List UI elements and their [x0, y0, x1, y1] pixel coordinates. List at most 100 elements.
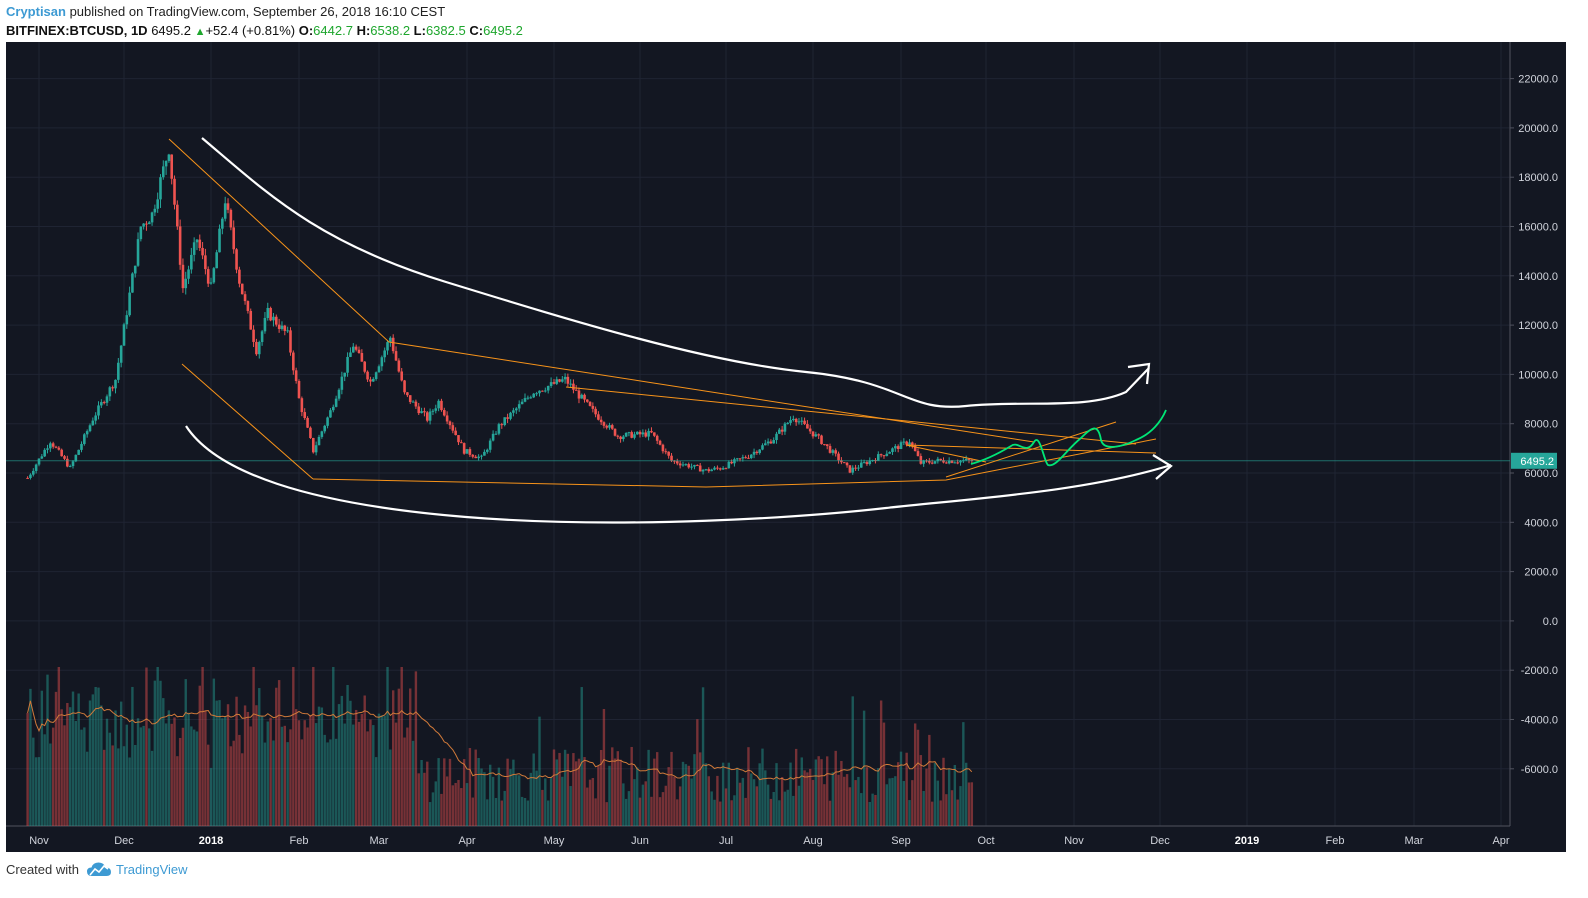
candle-body [509, 412, 512, 419]
candle-body [114, 379, 117, 389]
volume-bar [326, 742, 329, 826]
volume-bar [724, 788, 728, 826]
candle-body [417, 406, 421, 414]
volume-bar [747, 747, 750, 826]
candle-body [192, 242, 196, 255]
volume-bar [888, 778, 891, 826]
candle-body [494, 433, 498, 435]
volume-bar [755, 786, 759, 826]
volume-bar [577, 758, 581, 826]
volume-bar [258, 688, 261, 826]
candle-body [749, 454, 753, 459]
volume-bar [102, 749, 106, 826]
candle-body [471, 454, 475, 457]
volume-bar [953, 764, 957, 826]
volume-bar [947, 768, 951, 826]
volume-bar [246, 711, 250, 826]
volume-bar [701, 687, 705, 826]
candle-body [899, 442, 903, 449]
high-value: 6538.2 [370, 23, 411, 38]
candle-body [133, 265, 137, 274]
volume-bar [738, 782, 742, 826]
candle-body [257, 342, 261, 355]
candle-body [139, 226, 143, 240]
volume-bar [942, 757, 945, 826]
volume-bar [503, 790, 506, 826]
candle-body [928, 460, 931, 463]
candle-body [440, 400, 443, 411]
y-tick-label: 14000.0 [1518, 271, 1558, 283]
volume-bar [162, 698, 165, 826]
low-label: L: [413, 23, 426, 38]
volume-bar [426, 761, 429, 826]
volume-bar [486, 799, 489, 826]
volume-bar [764, 770, 767, 826]
volume-bar [769, 798, 773, 826]
volume-bar [306, 727, 309, 826]
volume-bar [51, 727, 55, 826]
author-link[interactable]: Cryptisan [6, 4, 66, 19]
candle-body [797, 421, 801, 423]
volume-bar [389, 749, 392, 826]
candle-body [599, 419, 603, 423]
candle-body [842, 462, 846, 464]
candle-body [102, 402, 106, 404]
candle-body [374, 372, 378, 379]
volume-bar [544, 778, 547, 826]
volume-bar [970, 782, 974, 826]
chart-canvas[interactable]: 22000.0 20000.0 18000.0 16000.0 14000.0 12000… [6, 42, 1566, 852]
candle-body [303, 412, 307, 418]
candle-body [933, 461, 937, 464]
candle-body [428, 411, 432, 421]
volume-bar [346, 684, 349, 826]
candle-body [255, 341, 258, 355]
volume-bar [894, 776, 897, 826]
candle-body [238, 269, 241, 284]
volume-bar [794, 748, 798, 826]
volume-bar [613, 758, 617, 826]
volume-bar [956, 799, 959, 826]
candle-body [664, 451, 668, 453]
price-chart[interactable]: 22000.0 20000.0 18000.0 16000.0 14000.0 12000… [6, 42, 1566, 852]
candle-body [474, 456, 477, 459]
candle-body [627, 432, 631, 434]
candle-body [34, 464, 38, 471]
candle-body [431, 410, 435, 412]
volume-bar [936, 780, 940, 826]
volume-bar [699, 752, 702, 826]
candle-body [57, 447, 61, 450]
volume-bar [420, 759, 423, 826]
volume-bar [187, 712, 190, 826]
candle-body [967, 458, 971, 460]
candle-body [577, 390, 581, 399]
candle-body [716, 467, 719, 469]
low-value: 6382.5 [425, 23, 466, 38]
tradingview-cloud-icon[interactable] [86, 861, 112, 879]
volume-bar [235, 696, 238, 826]
candle-body [309, 427, 312, 439]
volume-bar [653, 758, 656, 826]
volume-bar [650, 796, 653, 826]
candle-body [529, 397, 533, 399]
volume-bar [520, 796, 524, 826]
candle-body [641, 432, 645, 435]
candle-body [638, 431, 642, 435]
volume-bar [374, 757, 378, 826]
candle-body [223, 203, 227, 219]
volume-bar [619, 759, 622, 826]
candle-body [195, 239, 199, 243]
volume-bar [37, 757, 41, 826]
x-tick-label: Oct [977, 835, 994, 847]
volume-bar [899, 751, 903, 826]
volume-bar [354, 709, 358, 826]
close-label: C: [469, 23, 484, 38]
candle-body [334, 398, 338, 407]
volume-bar [591, 777, 595, 826]
volume-bar [684, 764, 688, 826]
candle-body [150, 212, 154, 223]
volume-bar [871, 793, 874, 826]
volume-bar [678, 786, 682, 826]
volume-bar [825, 756, 829, 826]
volume-bar [950, 790, 954, 826]
tradingview-link[interactable]: TradingView [116, 862, 188, 877]
